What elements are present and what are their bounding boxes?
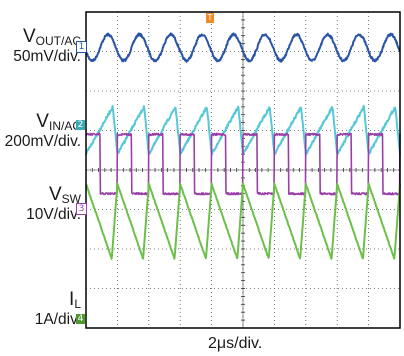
channel-1-label: VOUT/AC 50mV/div. <box>13 27 81 65</box>
channel-1-marker: 1 <box>76 41 87 53</box>
channel-3-scale: 10V/div. <box>26 206 81 223</box>
trigger-marker: T <box>206 13 214 23</box>
channel-2-marker: 2 <box>76 120 85 130</box>
channel-1-scale: 50mV/div. <box>13 48 81 65</box>
channel-4-scale: 1A/div. <box>34 311 81 328</box>
timebase-label: 2μs/div. <box>208 335 263 352</box>
trace-channel-3 <box>85 132 401 196</box>
channel-2-scale: 200mV/div. <box>4 133 81 150</box>
traces <box>85 32 401 260</box>
channel-3-subscript: SW <box>61 192 81 206</box>
channel-1-name: V <box>22 26 36 47</box>
channel-2-subscript: IN/AC <box>48 119 81 133</box>
channel-3-label: VSW 10V/div. <box>26 185 81 223</box>
channel-3-name: V <box>48 184 62 205</box>
channel-4-label: IL 1A/div. <box>35 290 81 328</box>
channel-1-subscript: OUT/AC <box>35 34 81 48</box>
channel-4-name: I <box>69 289 75 310</box>
trace-channel-1 <box>85 32 401 63</box>
trace-channel-4 <box>85 182 401 260</box>
channel-4-subscript: L <box>74 297 81 311</box>
plot-frame <box>85 11 401 329</box>
channel-2-name: V <box>36 111 49 132</box>
channel-4-marker: 4 <box>76 314 85 324</box>
channel-2-label: VIN/AC 200mV/div. <box>5 112 81 150</box>
channel-3-marker: 3 <box>76 203 87 215</box>
